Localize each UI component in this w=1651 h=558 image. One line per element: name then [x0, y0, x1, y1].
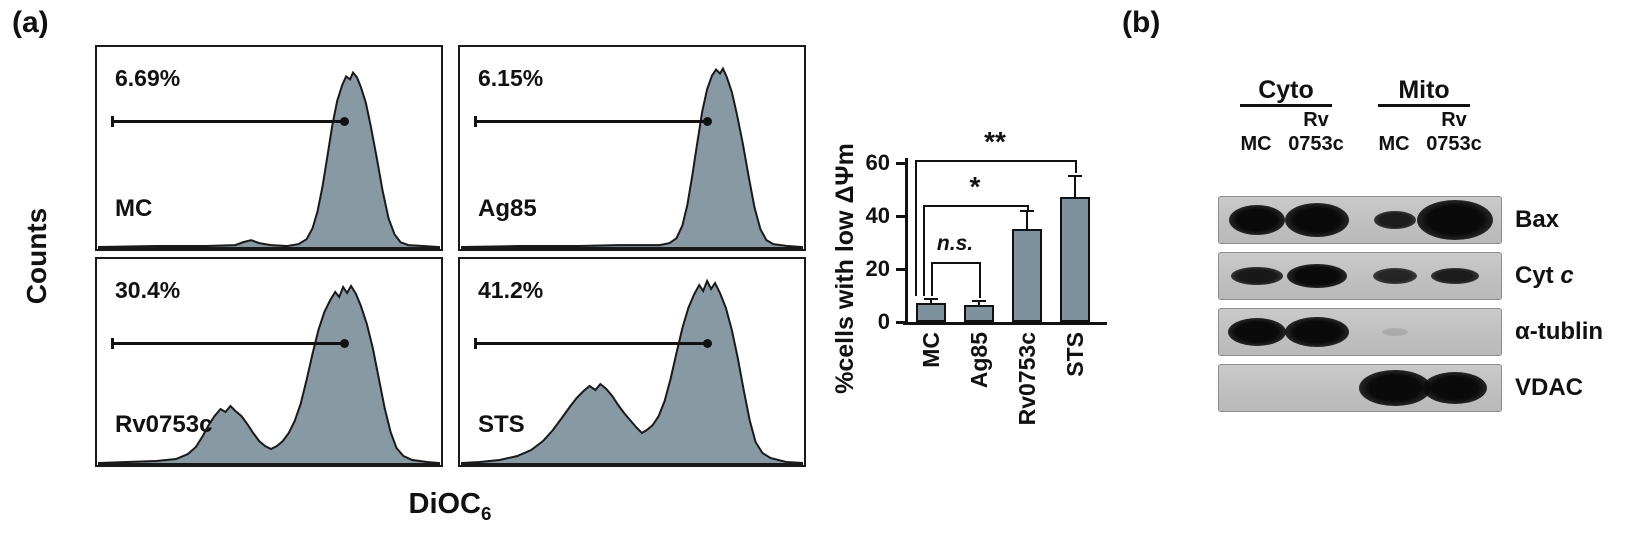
sample-label: Ag85 — [478, 195, 537, 222]
histogram-curve — [97, 259, 441, 465]
histogram-curve — [97, 47, 441, 249]
gate-percent: 6.15% — [478, 65, 544, 91]
gate-percent: 41.2% — [478, 277, 544, 303]
error-bar-cap — [1020, 209, 1034, 212]
blot-band — [1359, 370, 1431, 406]
lane-label-0753c-cyto: 0753c — [1288, 133, 1344, 155]
y-tick-label: 20 — [865, 256, 890, 281]
gate-marker — [474, 338, 712, 349]
sig-bracket — [915, 160, 1077, 162]
y-tick — [896, 162, 906, 165]
bar-Rv0753c — [1012, 229, 1042, 322]
blot-band — [1285, 203, 1349, 237]
sig-label: * — [969, 171, 981, 202]
histogram-curve — [460, 47, 804, 249]
y-axis — [905, 158, 908, 324]
gate-percent: 6.69% — [115, 65, 181, 91]
x-category-label: STS — [1062, 332, 1088, 377]
sig-bracket-end — [1075, 160, 1077, 173]
panel-b-label: (b) — [1122, 6, 1161, 39]
y-tick — [896, 321, 906, 324]
group-header-cyto: Cyto — [1258, 76, 1314, 104]
x-category-label: MC — [918, 332, 944, 368]
error-bar-cap — [924, 298, 938, 301]
blot-panel: Bax Cyt c α-tublin VDAC — [1218, 196, 1603, 420]
flow-histogram-rv0753c: 30.4% Rv0753c — [95, 257, 443, 467]
flow-histogram-ag85: 6.15% Ag85 — [458, 45, 806, 251]
y-tick — [896, 268, 906, 271]
gate-percent: 30.4% — [115, 277, 181, 303]
blot-band — [1229, 205, 1285, 235]
error-bar — [978, 300, 980, 305]
flow-histogram-mc: 6.69% MC — [95, 45, 443, 251]
blot-row-label: Cyt c — [1515, 262, 1574, 289]
blot-band — [1373, 268, 1417, 284]
error-bar — [1026, 210, 1028, 230]
lane-label-0753c-mito: 0753c — [1426, 133, 1482, 155]
group-header-mito: Mito — [1398, 76, 1450, 104]
bar-STS — [1060, 197, 1090, 322]
dioc6-axis-label-main: DiOC — [408, 488, 482, 520]
sig-bracket-end — [915, 160, 917, 296]
sample-label: MC — [115, 195, 153, 222]
y-tick — [896, 215, 906, 218]
counts-axis-label-text: Counts — [21, 207, 52, 305]
y-tick-label: 60 — [865, 150, 890, 175]
blot-band — [1423, 372, 1487, 404]
gate-marker — [111, 338, 349, 349]
histogram-curve — [460, 259, 804, 465]
blot-band — [1228, 318, 1286, 346]
sig-label: ** — [984, 126, 1006, 157]
blot-band — [1382, 328, 1408, 336]
lane-label-mc-mito: MC — [1378, 133, 1410, 155]
sample-label: STS — [478, 411, 525, 438]
gate-marker — [111, 116, 349, 127]
sig-bracket-end — [931, 262, 933, 296]
blot-row-label: VDAC — [1515, 374, 1584, 401]
y-tick-label: 40 — [865, 203, 890, 228]
blot-band — [1231, 267, 1283, 285]
x-category-label: Ag85 — [966, 332, 992, 389]
error-bar — [930, 299, 932, 304]
lane-label-rv-cyto: Rv — [1303, 109, 1329, 131]
sig-bracket-end — [979, 262, 981, 298]
sig-bracket-end — [923, 205, 925, 296]
error-bar-cap — [972, 299, 986, 302]
sig-bracket — [923, 205, 1029, 207]
sample-label: Rv0753c — [115, 411, 213, 438]
blot-row: Bax — [1218, 196, 1559, 244]
blot-band — [1285, 317, 1349, 347]
gate-marker — [474, 116, 712, 127]
panel-a-label: (a) — [12, 6, 49, 39]
blot-row: α-tublin — [1218, 308, 1603, 356]
counts-axis-label: Counts — [16, 45, 58, 467]
dioc6-axis-label-sub: 6 — [481, 502, 492, 524]
sig-bracket — [931, 262, 981, 264]
bar-MC — [916, 303, 946, 322]
sig-bracket-end — [1027, 205, 1029, 210]
blot-band — [1431, 268, 1479, 284]
blot-band — [1287, 264, 1347, 288]
mito-group-underline — [1378, 104, 1470, 107]
blot-row: VDAC — [1218, 364, 1583, 412]
blot-row-label: Bax — [1515, 206, 1560, 233]
lane-label-mc-cyto: MC — [1240, 133, 1272, 155]
x-category-label: Rv0753c — [1014, 332, 1040, 426]
sig-label: n.s. — [936, 232, 974, 255]
blot-row: Cyt c — [1218, 252, 1574, 300]
cyto-group-underline — [1240, 104, 1332, 107]
bar-Ag85 — [964, 304, 994, 322]
lane-label-rv-mito: Rv — [1441, 109, 1467, 131]
blot-band — [1417, 200, 1493, 240]
blot-band — [1374, 211, 1416, 229]
error-bar — [1074, 176, 1076, 198]
y-tick-label: 0 — [877, 309, 890, 334]
x-axis — [903, 322, 1107, 325]
flow-histogram-sts: 41.2% STS — [458, 257, 806, 467]
blot-row-label: α-tublin — [1515, 318, 1604, 345]
dioc6-axis-label: DiOC6 — [350, 488, 550, 525]
error-bar-cap — [1068, 175, 1082, 178]
